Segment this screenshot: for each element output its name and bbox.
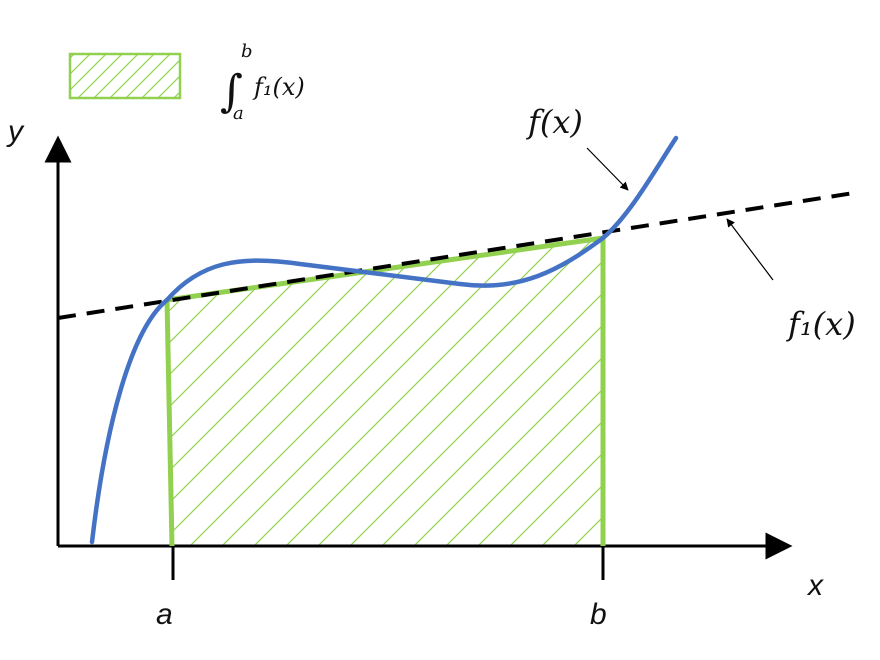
label-f1: f₁(x) (786, 305, 856, 343)
y-axis-label: y (6, 115, 25, 148)
x-axis-label: x (806, 569, 824, 602)
legend-upper-limit: b (241, 41, 253, 62)
f-curve (89, 135, 679, 545)
arrow-to-f (586, 147, 629, 191)
legend-integral-sign: ∫ (220, 66, 243, 117)
legend-integrand: f₁(x) (252, 73, 305, 101)
legend-lower-limit: a (233, 103, 244, 124)
trapezoid-outline (164, 235, 606, 547)
arrow-to-f1 (726, 218, 774, 281)
label-f: f(x) (526, 103, 583, 141)
integral-area-hatch (167, 238, 603, 546)
legend: ∫ b a f₁(x) (68, 41, 305, 124)
label-b: b (590, 598, 607, 631)
f1-dashed-line (57, 190, 861, 320)
label-a: a (156, 598, 173, 631)
legend-hatched-swatch (68, 52, 182, 100)
